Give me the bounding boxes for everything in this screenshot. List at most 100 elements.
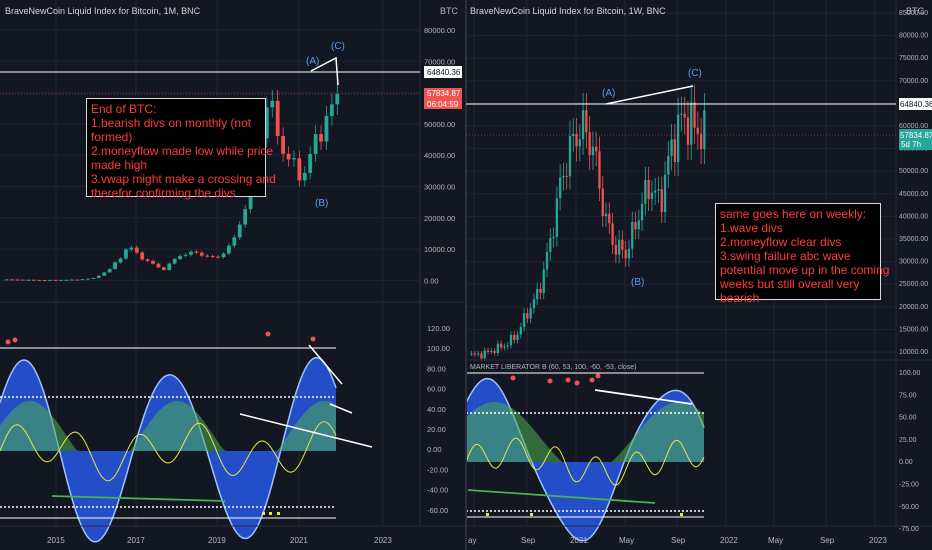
right-signal-marker [680, 513, 683, 516]
right-candle [578, 139, 581, 147]
right-candle [624, 249, 627, 259]
left-candle [313, 134, 318, 154]
right-price-axis-tick-label: 70000.00 [899, 78, 928, 85]
right-candle [522, 313, 526, 328]
left-candle [80, 279, 85, 281]
left-candle [4, 279, 9, 281]
right-candle [650, 192, 654, 200]
right-time-axis-label: May [619, 536, 634, 545]
left-candle [194, 251, 199, 253]
left-osc-axis-tick-label: 0.00 [427, 445, 442, 454]
right-wave-line [465, 377, 705, 542]
left-timer-tag-text: 06:04:59 [427, 100, 459, 109]
right-candle [516, 334, 519, 341]
left-candle [86, 278, 90, 280]
left-signal-marker [269, 512, 272, 515]
right-note-line: 1.wave divs [720, 221, 783, 235]
left-osc-axis-tick-label: 40.00 [427, 405, 446, 414]
right-candle [519, 327, 522, 335]
right-candle [699, 133, 703, 150]
right-signal-dot [547, 378, 553, 384]
right-analysis-note[interactable]: same goes here on weekly: 1.wave divs 2.… [715, 203, 889, 305]
left-candle [210, 255, 215, 257]
right-candle [647, 179, 650, 200]
left-note-line: formed) [91, 130, 133, 144]
right-candle [483, 350, 486, 359]
indicator-label: MARKET LIBERATOR B (60, 53, 100, -60, -5… [470, 364, 637, 371]
right-osc-axis-tick-label: -75.00 [899, 526, 919, 533]
right-price-axis-tick-label: 10000.00 [899, 349, 928, 356]
right-osc-axis-tick-label: 75.00 [899, 392, 917, 399]
left-candle [221, 253, 226, 258]
right-candle [604, 213, 608, 217]
right-wave-c-label: (C) [688, 68, 702, 79]
left-candle [129, 247, 134, 250]
left-candle [113, 262, 117, 270]
left-candle [69, 279, 74, 281]
left-abc-line[interactable] [310, 56, 339, 86]
right-price-axis-tick-label: 75000.00 [899, 55, 928, 62]
left-osc-axis-tick-label: -40.00 [427, 486, 448, 495]
left-price-axis-tick-label: 80000.00 [424, 26, 455, 35]
right-level-tag-text: 64840.36 [900, 100, 932, 109]
right-candle [581, 110, 585, 140]
left-candle [15, 279, 20, 281]
right-price-tag [899, 129, 932, 150]
left-osc-axis-tick-label: 80.00 [427, 364, 446, 373]
left-note-line: made high [91, 158, 148, 172]
left-candle [96, 275, 101, 278]
left-candle [189, 251, 193, 255]
right-candle [588, 132, 591, 156]
right-candle [627, 248, 631, 259]
right-signal-dot [510, 375, 516, 381]
right-candle [499, 343, 503, 348]
left-candle [270, 100, 275, 108]
left-vwap-div-line [239, 413, 373, 448]
right-candle [503, 346, 506, 348]
right-candle [644, 179, 647, 204]
left-candle [161, 267, 166, 270]
right-candle [634, 222, 637, 230]
right-candle [529, 308, 532, 319]
left-signal-marker [277, 512, 280, 515]
left-moneyflow-div-line [51, 495, 226, 502]
right-moneyflow-area [466, 402, 704, 462]
right-candle [509, 334, 513, 346]
right-candle [532, 299, 536, 309]
right-osc-axis-tick-label: 0.00 [899, 459, 913, 466]
left-time-axis-label: 2019 [208, 536, 226, 545]
right-candle [555, 198, 559, 238]
right-wave-a-label: (A) [602, 88, 615, 99]
left-candle [107, 269, 112, 273]
right-price-axis-tick-label: 40000.00 [899, 213, 928, 220]
right-candle [608, 213, 611, 224]
left-osc-axis-tick-label: 120.00 [427, 324, 450, 333]
left-price-tag [424, 88, 462, 99]
left-analysis-note[interactable]: End of BTC: 1.bearish divs on monthly (n… [86, 98, 276, 200]
left-time-axis-label: 2017 [127, 536, 145, 545]
right-currency-label: BTC [906, 6, 925, 16]
right-ac-line[interactable] [605, 85, 694, 105]
right-candle [595, 146, 598, 152]
left-candle [302, 172, 307, 181]
left-candle [156, 263, 161, 268]
right-candle [673, 139, 677, 163]
right-candle [558, 177, 562, 199]
left-candle [42, 280, 47, 282]
left-candle [243, 209, 248, 225]
right-chart-title: BraveNewCoin Liquid Index for Bitcoin, 1… [470, 6, 666, 16]
right-candle [617, 239, 621, 255]
right-candle [536, 288, 539, 300]
right-candle [696, 127, 699, 134]
right-osc-axis-tick-label: 50.00 [899, 415, 917, 422]
left-candle [118, 258, 123, 263]
left-bearish-div-line-2 [329, 403, 353, 414]
left-vwap-line [0, 421, 337, 482]
left-candle [145, 259, 150, 261]
right-time-axis-label: 2022 [720, 536, 738, 545]
right-wave-b-label: (B) [631, 277, 644, 288]
right-candle [676, 114, 680, 163]
right-candle [591, 146, 595, 156]
